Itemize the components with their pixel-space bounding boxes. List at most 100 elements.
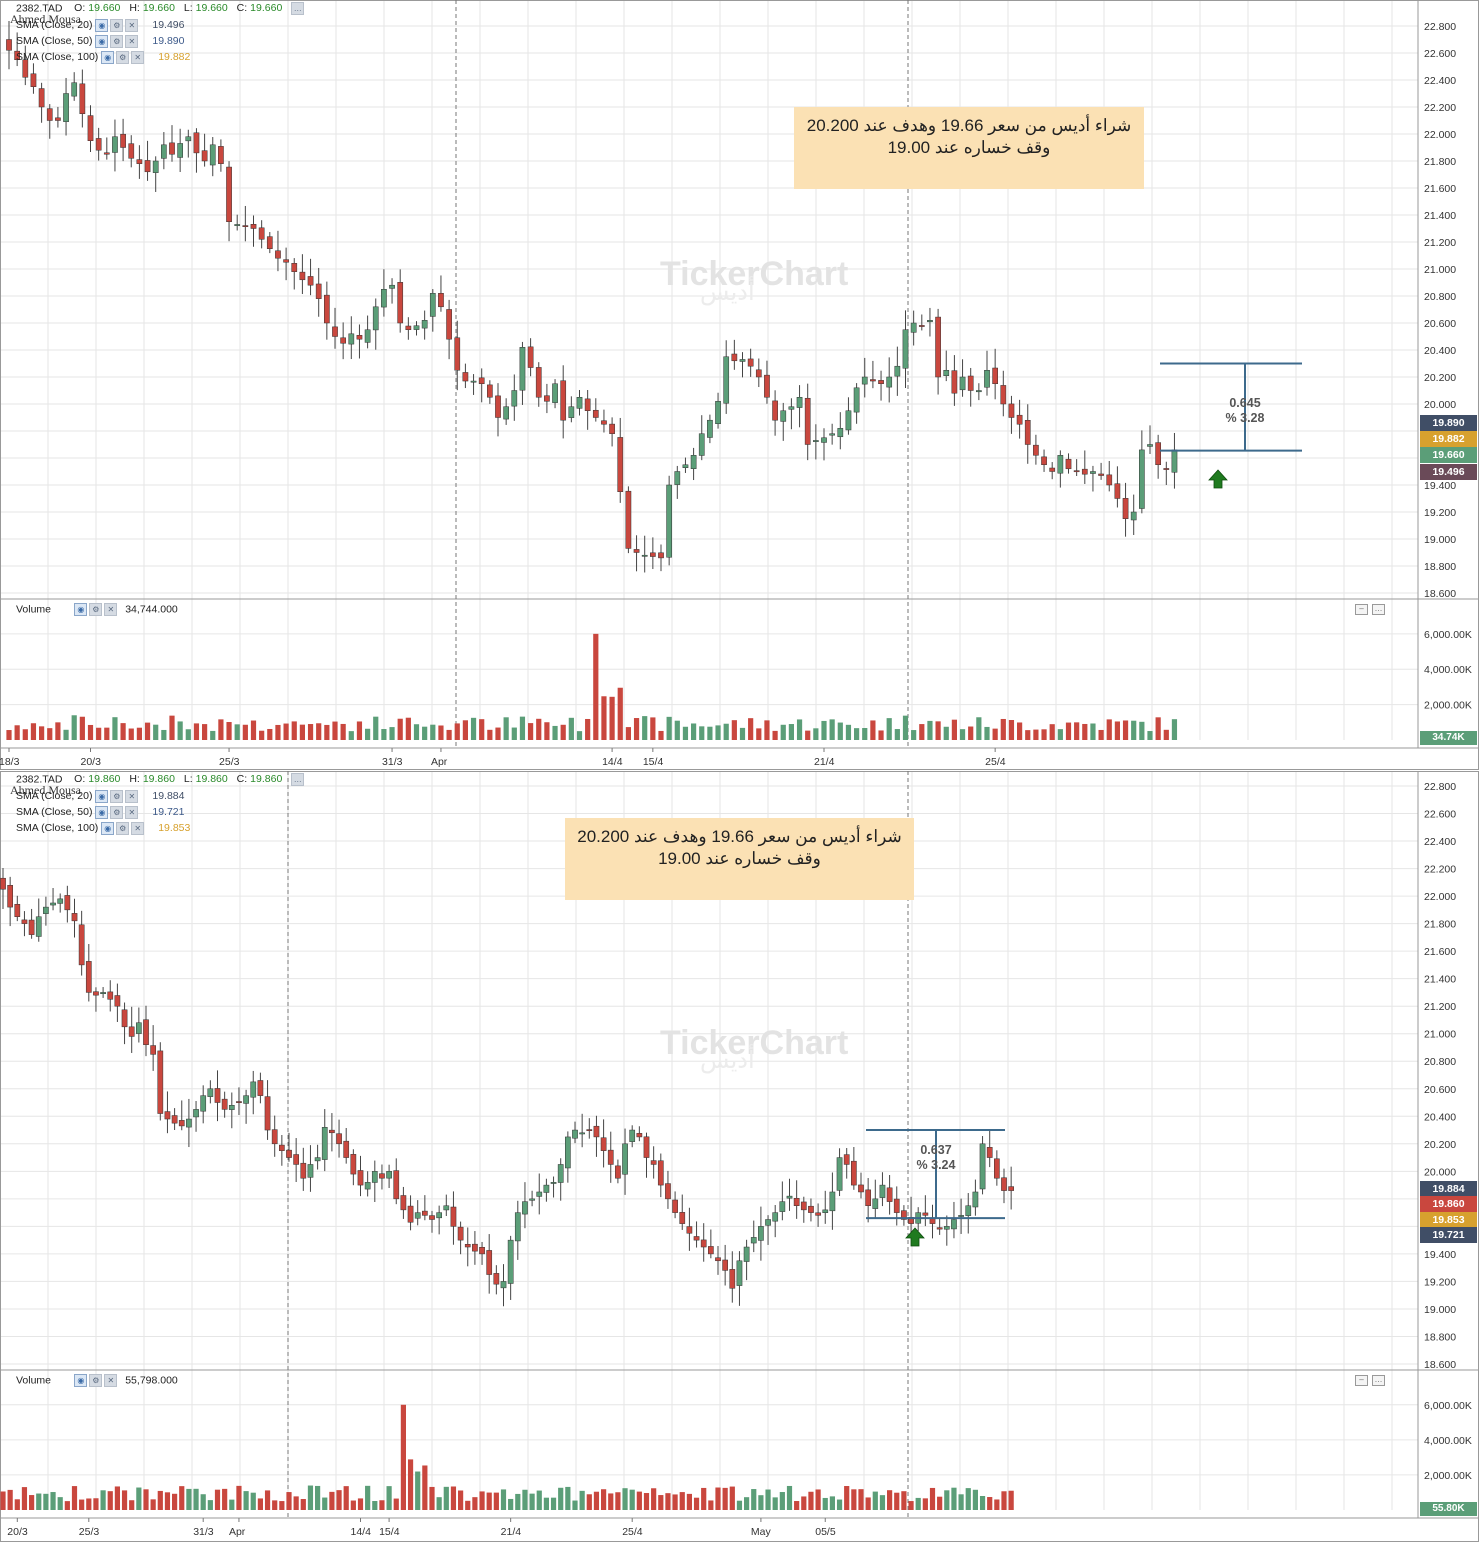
candle (723, 356, 730, 404)
candle (201, 150, 208, 162)
volume-bar (185, 729, 191, 740)
eye-icon[interactable]: ◉ (95, 18, 109, 32)
close-icon[interactable]: ✕ (104, 603, 118, 616)
volume-bar (193, 1488, 199, 1510)
sma-100-row[interactable]: SMA (Close, 100) ◉ ⚙ ✕ 19.882 (16, 49, 190, 65)
close-icon[interactable]: ✕ (125, 789, 139, 803)
menu-icon[interactable]: … (291, 2, 305, 15)
minimize-icon[interactable]: – (1355, 604, 1368, 615)
candle (1057, 455, 1064, 474)
volume-bar (21, 1487, 28, 1510)
gear-icon[interactable]: ⚙ (116, 50, 130, 64)
candle (958, 1215, 964, 1217)
gear-icon[interactable]: ⚙ (89, 603, 103, 616)
gear-icon[interactable]: ⚙ (116, 821, 130, 835)
y-tick-label: 22.600 (1424, 809, 1456, 821)
candle (120, 133, 126, 148)
candle (808, 1205, 814, 1213)
menu-icon[interactable]: … (1372, 1375, 1385, 1386)
volume-bar (1163, 729, 1169, 740)
candle (1024, 420, 1031, 445)
eye-icon[interactable]: ◉ (74, 1374, 88, 1387)
volume-bar (150, 1499, 156, 1510)
close-icon[interactable]: ✕ (125, 805, 139, 819)
candle (584, 398, 591, 411)
volume-bar (332, 721, 338, 740)
y-tick-label: 19.400 (1424, 480, 1456, 492)
close-icon[interactable]: ✕ (131, 821, 145, 835)
sma-50-row[interactable]: SMA (Close, 50) ◉ ⚙ ✕ 19.890 (16, 33, 190, 49)
eye-icon[interactable]: ◉ (95, 34, 109, 48)
gear-icon[interactable]: ⚙ (110, 805, 124, 819)
volume-bar (495, 727, 501, 740)
gear-icon[interactable]: ⚙ (110, 34, 124, 48)
y-tick-label: 19.200 (1424, 1276, 1456, 1288)
menu-icon[interactable]: … (291, 773, 305, 786)
volume-bar (829, 1496, 835, 1510)
menu-icon[interactable]: … (1372, 604, 1385, 615)
volume-bar (57, 1497, 63, 1510)
sma-20-row[interactable]: SMA (Close, 20) ◉ ⚙ ✕ 19.496 (16, 17, 190, 33)
candle (462, 372, 469, 382)
minimize-icon[interactable]: – (1355, 1375, 1368, 1386)
gear-icon[interactable]: ⚙ (110, 789, 124, 803)
candle (576, 397, 583, 409)
top-chart-svg[interactable]: 22.800 22.600 22.400 22.200 22.000 21.800 21.6… (0, 0, 1479, 770)
sma-20-row[interactable]: SMA (Close, 20) ◉ ⚙ ✕ 19.884 (16, 788, 190, 804)
volume-bar (739, 727, 746, 740)
candle (7, 885, 13, 908)
eye-icon[interactable]: ◉ (101, 50, 115, 64)
candle (870, 379, 876, 382)
candle (764, 374, 770, 398)
gear-icon[interactable]: ⚙ (110, 18, 124, 32)
close-icon[interactable]: ✕ (125, 18, 139, 32)
close-icon[interactable]: ✕ (125, 34, 139, 48)
high-value: 19.660 (142, 2, 175, 15)
gear-icon[interactable]: ⚙ (89, 1374, 103, 1387)
eye-icon[interactable]: ◉ (95, 805, 109, 819)
eye-icon[interactable]: ◉ (74, 603, 88, 616)
measure-diff: 0.637 (920, 1143, 952, 1157)
volume-bar (601, 696, 607, 740)
volume-bar (622, 1488, 628, 1510)
eye-icon[interactable]: ◉ (101, 821, 115, 835)
candle (565, 1136, 571, 1169)
volume-bar (96, 727, 102, 740)
candle (984, 370, 990, 388)
x-tick-label: Apr (229, 1526, 246, 1538)
sma-100-row[interactable]: SMA (Close, 100) ◉ ⚙ ✕ 19.853 (16, 820, 190, 836)
volume-bar (915, 1497, 921, 1510)
close-value: 19.860 (250, 773, 283, 786)
volume-bar (462, 720, 468, 740)
volume-tick-label: 4,000.00K (1424, 1435, 1472, 1447)
y-tick-label: 22.200 (1424, 102, 1456, 114)
candle (592, 409, 599, 418)
candle (193, 1109, 199, 1118)
chart-panel-bottom[interactable]: 22.800 22.600 22.400 22.200 22.000 21.800 21.6… (0, 771, 1479, 1542)
candle (682, 464, 689, 468)
volume-bar (617, 687, 623, 740)
y-tick-label: 20.600 (1424, 1084, 1456, 1096)
eye-icon[interactable]: ◉ (95, 789, 109, 803)
volume-bar (487, 729, 493, 740)
volume-bar (267, 728, 273, 740)
volume-bar (901, 1491, 907, 1510)
chart-panel-top[interactable]: 22.800 22.600 22.400 22.200 22.000 21.800 21.6… (0, 0, 1479, 770)
volume-bar (286, 1492, 292, 1510)
candle (700, 1239, 707, 1248)
volume-bar (1082, 723, 1088, 740)
volume-bar (329, 1491, 335, 1510)
volume-bar (585, 718, 591, 740)
volume-bar (522, 1489, 528, 1510)
close-icon[interactable]: ✕ (131, 50, 145, 64)
candle (815, 1212, 821, 1216)
volume-bar (731, 720, 737, 740)
x-tick-label: May (751, 1526, 772, 1538)
volume-bar (259, 730, 265, 740)
y-tick-label: 18.800 (1424, 1331, 1456, 1343)
volume-bar (373, 716, 379, 740)
close-icon[interactable]: ✕ (104, 1374, 118, 1387)
sma-50-row[interactable]: SMA (Close, 50) ◉ ⚙ ✕ 19.721 (16, 804, 190, 820)
y-tick-label: 20.600 (1424, 318, 1456, 330)
candle (829, 433, 835, 436)
